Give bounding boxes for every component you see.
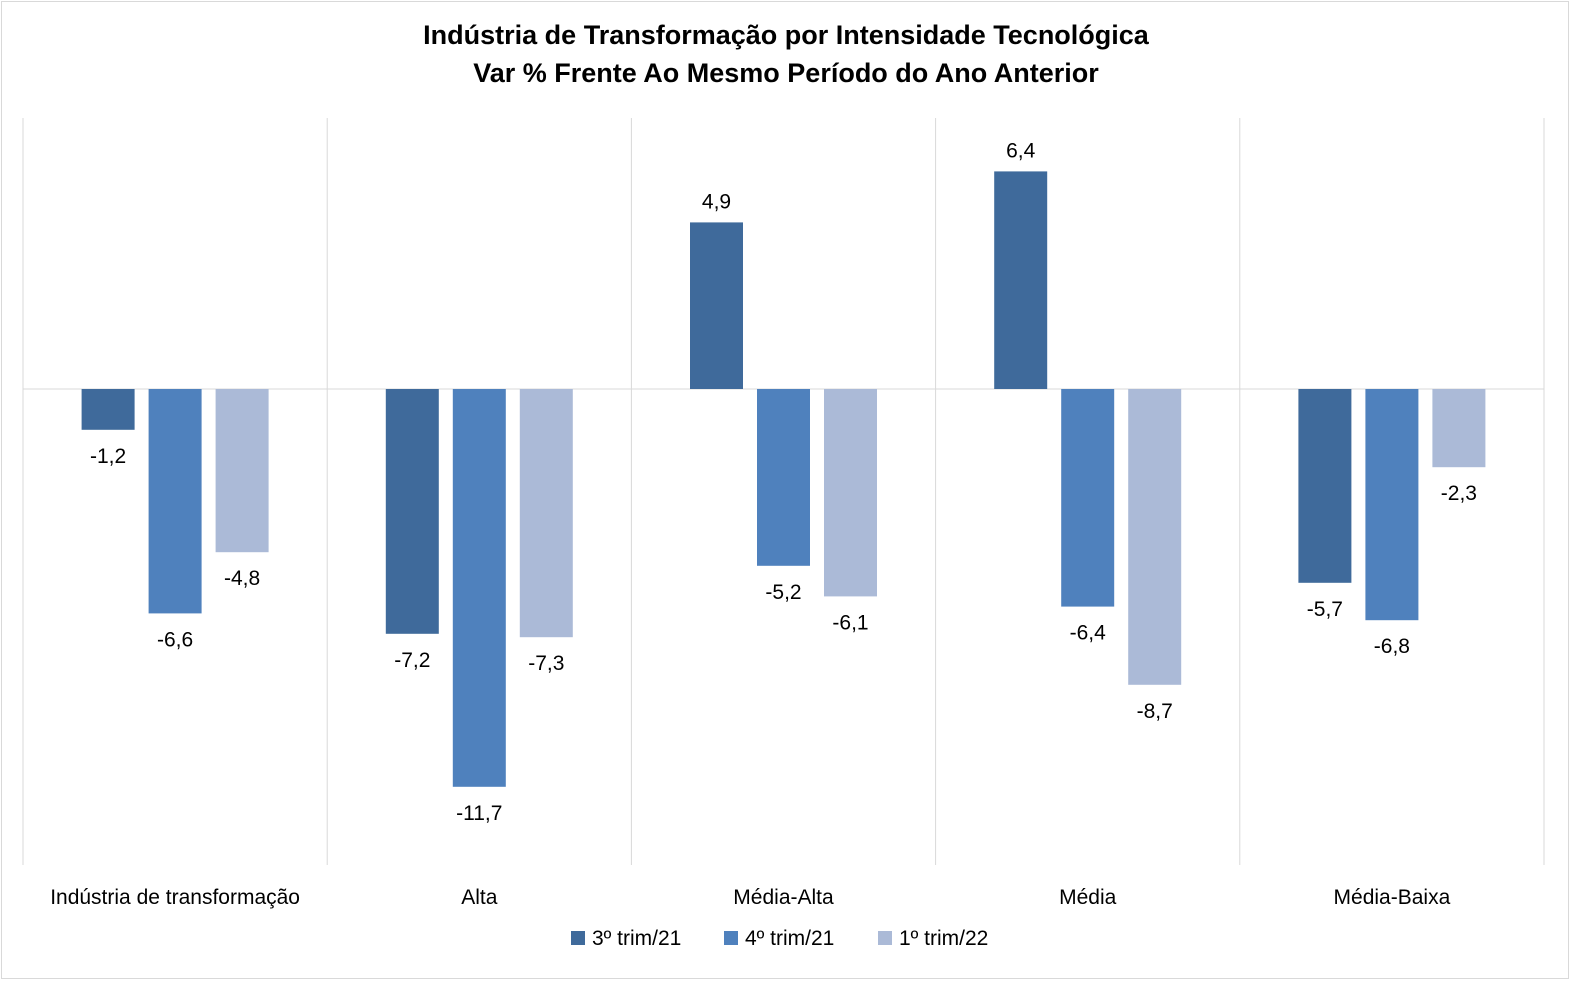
data-label: -6,1 [832, 611, 868, 634]
data-label: -5,7 [1307, 598, 1343, 621]
category-label: Média [1059, 886, 1117, 909]
data-label: -11,7 [456, 802, 502, 825]
category-label: Alta [461, 886, 498, 909]
bar [1128, 389, 1182, 685]
data-label: -6,4 [1070, 622, 1107, 645]
bar [519, 389, 573, 638]
legend-swatch [571, 931, 585, 945]
chart-title: Indústria de Transformação por Intensida… [423, 20, 1149, 50]
data-label: -8,7 [1137, 700, 1173, 723]
legend-label: 1º trim/22 [899, 927, 988, 950]
category-label: Indústria de transformação [50, 886, 300, 909]
data-label: -7,2 [394, 649, 430, 672]
bar [215, 389, 269, 553]
bar [994, 171, 1048, 389]
category-label: Média-Baixa [1334, 886, 1451, 909]
bar [452, 389, 506, 787]
chart-subtitle: Var % Frente Ao Mesmo Período do Ano Ant… [473, 58, 1099, 88]
bar [1365, 389, 1419, 621]
legend-swatch [724, 931, 738, 945]
legend-label: 4º trim/21 [745, 927, 834, 950]
data-label: 6,4 [1006, 139, 1036, 162]
data-label: 4,9 [702, 190, 731, 213]
bar [385, 389, 439, 634]
data-label: -1,2 [90, 445, 126, 468]
data-label: -7,3 [528, 652, 564, 675]
legend-swatch [878, 931, 892, 945]
bar [81, 389, 135, 430]
bar [1061, 389, 1115, 607]
data-label: -6,8 [1374, 635, 1410, 658]
data-label: -4,8 [224, 567, 260, 590]
bar [1432, 389, 1486, 468]
bar [148, 389, 202, 614]
bar [757, 389, 810, 566]
bar [690, 222, 743, 389]
bar [824, 389, 877, 597]
bar [1298, 389, 1352, 583]
data-label: -6,6 [157, 628, 193, 651]
data-label: -2,3 [1441, 482, 1477, 505]
data-label: -5,2 [765, 581, 801, 604]
legend-label: 3º trim/21 [592, 927, 681, 950]
category-label: Média-Alta [733, 886, 834, 909]
